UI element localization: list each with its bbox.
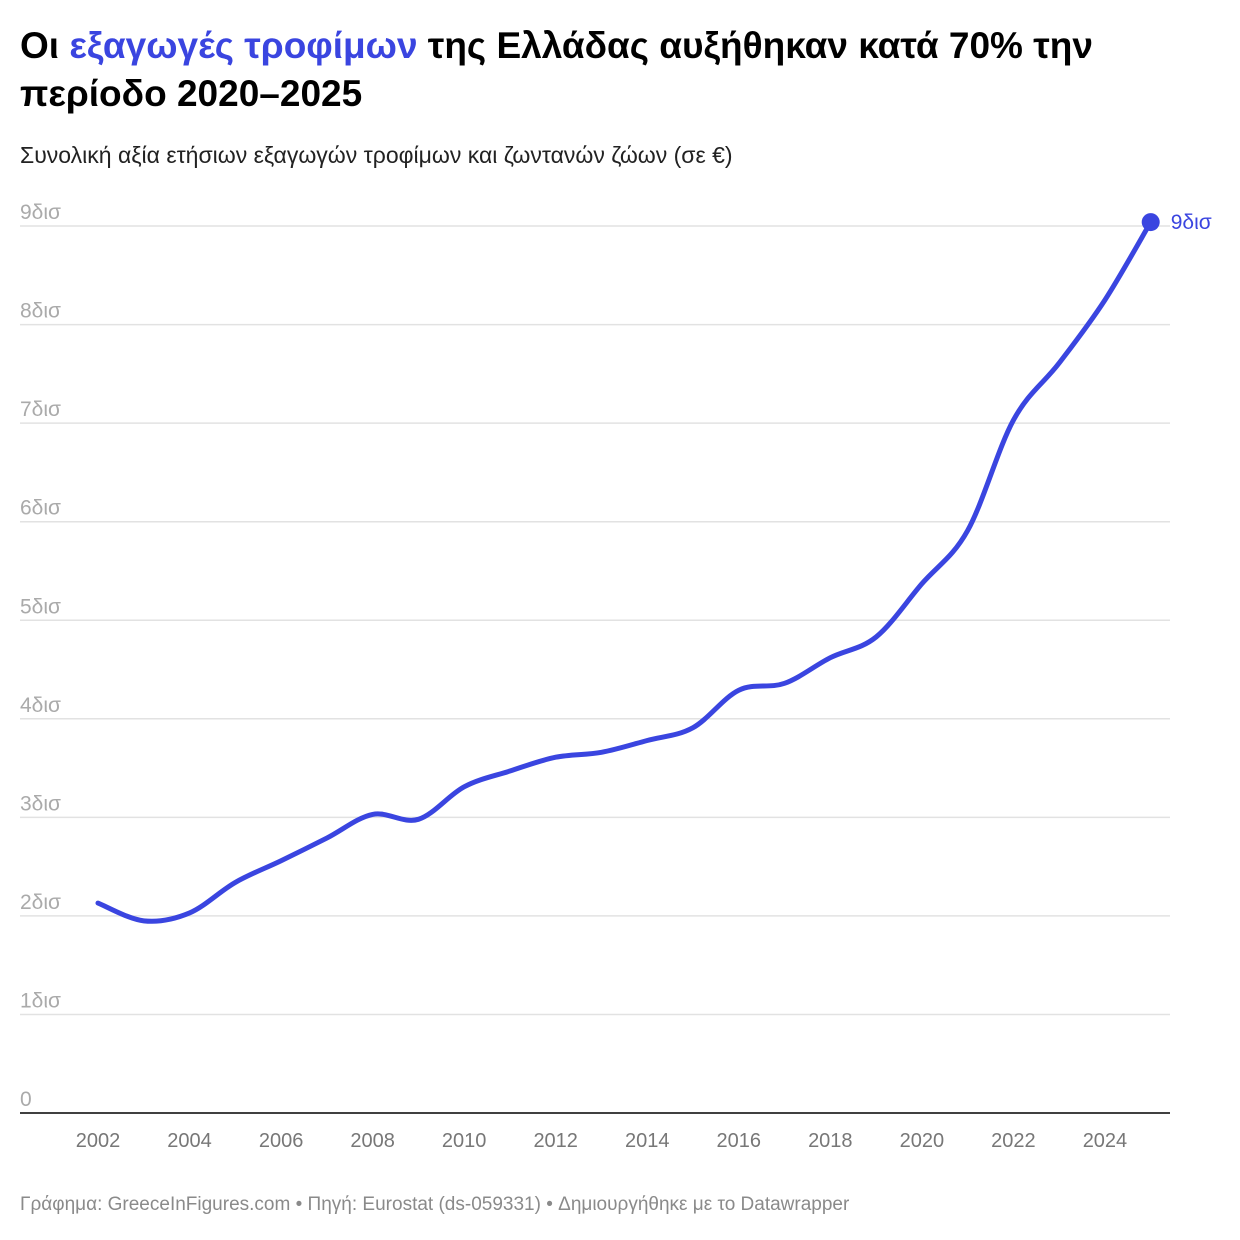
- y-tick-label: 8δισ: [20, 300, 61, 323]
- x-tick-label: 2010: [442, 1130, 487, 1152]
- x-tick-label: 2016: [717, 1130, 762, 1152]
- y-tick-label: 7δισ: [20, 398, 61, 421]
- x-tick-label: 2002: [76, 1130, 121, 1152]
- title-highlight: εξαγωγές τροφίμων: [69, 25, 418, 66]
- y-tick-label: 5δισ: [20, 595, 61, 618]
- x-tick-label: 2006: [259, 1130, 304, 1152]
- chart-subtitle: Συνολική αξία ετήσιων εξαγωγών τροφίμων …: [20, 142, 733, 168]
- x-tick-label: 2012: [533, 1130, 578, 1152]
- y-tick-label: 9δισ: [20, 201, 61, 224]
- x-tick-label: 2018: [808, 1130, 853, 1152]
- x-tick-label: 2022: [991, 1130, 1036, 1152]
- x-tick-label: 2024: [1083, 1130, 1128, 1152]
- x-tick-label: 2008: [350, 1130, 395, 1152]
- chart-footer: Γράφημα: GreeceInFigures.com • Πηγή: Eur…: [20, 1194, 850, 1215]
- title-text-rest: της Ελλάδας αυξήθηκαν κατά 70% την περίο…: [20, 25, 1093, 114]
- end-point-marker: [1141, 213, 1160, 232]
- y-tick-label: 2δισ: [20, 891, 61, 914]
- y-tick-label: 0: [20, 1088, 32, 1111]
- end-value-label: 9δισ: [1171, 211, 1212, 234]
- x-tick-label: 2014: [625, 1130, 670, 1152]
- y-tick-label: 3δισ: [20, 792, 61, 815]
- series-line: [95, 219, 1154, 924]
- y-tick-label: 1δισ: [20, 989, 61, 1012]
- title-text: Οι: [20, 25, 70, 66]
- x-tick-label: 2004: [167, 1130, 212, 1152]
- chart-title: Οι εξαγωγές τροφίμων της Ελλάδας αυξήθηκ…: [20, 22, 1220, 118]
- x-tick-label: 2020: [900, 1130, 945, 1152]
- y-tick-label: 4δισ: [20, 694, 61, 717]
- y-tick-label: 6δισ: [20, 497, 61, 520]
